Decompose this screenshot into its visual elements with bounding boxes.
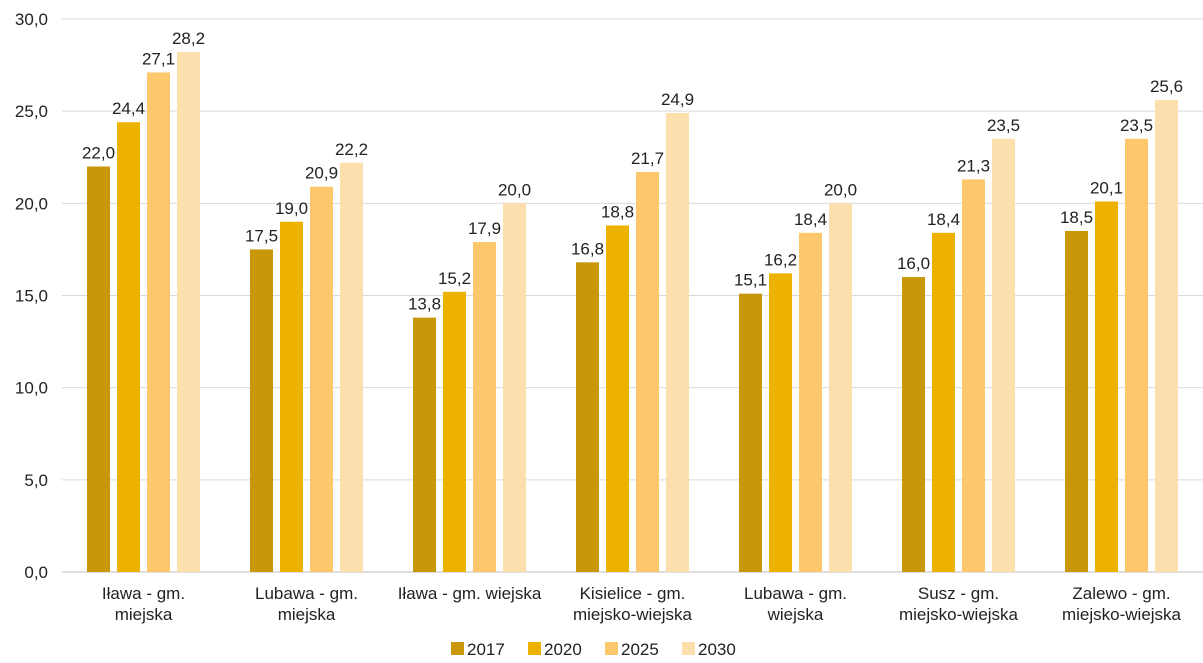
data-label: 17,9: [468, 219, 501, 238]
bar-2025: [310, 186, 333, 572]
y-tick-label: 5,0: [24, 471, 48, 490]
bar-2020: [769, 273, 792, 572]
legend-label-2017: 2017: [467, 640, 505, 659]
legend-swatch-2017: [451, 642, 464, 655]
data-label: 20,9: [305, 164, 338, 183]
bar-2020: [280, 221, 303, 572]
bar-2025: [962, 179, 985, 572]
legend-label-2030: 2030: [698, 640, 736, 659]
legend: 2017 2020 2025 2030: [451, 640, 736, 659]
data-label: 21,3: [957, 156, 990, 175]
x-category-label: Lubawa - gm. miejska: [255, 584, 358, 624]
bar-2025: [799, 232, 822, 572]
data-label: 21,7: [631, 149, 664, 168]
bar-2017: [1065, 230, 1088, 572]
bar-2025: [636, 171, 659, 572]
y-tick-label: 15,0: [15, 287, 48, 306]
data-label: 18,4: [927, 210, 960, 229]
x-category-label: Iława - gm. wiejska: [398, 584, 542, 603]
data-label: 24,9: [661, 90, 694, 109]
bar-2017: [576, 262, 599, 572]
bar-2020: [443, 291, 466, 572]
data-label: 16,2: [764, 250, 797, 269]
bar-2017: [902, 277, 925, 572]
data-label: 27,1: [142, 49, 175, 68]
data-label: 25,6: [1150, 77, 1183, 96]
bar-2030: [666, 113, 689, 572]
bar-2017: [739, 293, 762, 572]
data-label: 16,8: [571, 239, 604, 258]
x-category-label: Lubawa - gm. wiejska: [744, 584, 847, 624]
bar-2017: [413, 317, 436, 572]
data-label: 20,0: [824, 180, 857, 199]
y-tick-label: 10,0: [15, 379, 48, 398]
bar-2030: [340, 162, 363, 572]
data-label: 28,2: [172, 29, 205, 48]
legend-swatch-2025: [605, 642, 618, 655]
y-tick-label: 30,0: [15, 10, 48, 29]
bar-2020: [606, 225, 629, 572]
bar-2030: [1155, 100, 1178, 573]
legend-label-2020: 2020: [544, 640, 582, 659]
y-axis-ticks: 0,0 5,0 10,0 15,0 20,0 25,0 30,0: [15, 10, 48, 582]
y-tick-label: 25,0: [15, 102, 48, 121]
x-axis-categories: Iława - gm. miejska Lubawa - gm. miejska Iła…: [102, 584, 1182, 624]
bar-2025: [1125, 138, 1148, 573]
bar-2020: [117, 122, 140, 572]
data-label: 20,1: [1090, 178, 1123, 197]
bar-2017: [250, 249, 273, 572]
data-label: 15,2: [438, 269, 471, 288]
y-tick-label: 0,0: [24, 563, 48, 582]
x-category-label: Zalewo - gm. miejsko-wiejska: [1062, 584, 1182, 624]
bar-2020: [1095, 201, 1118, 573]
x-category-label: Iława - gm. miejska: [102, 584, 185, 624]
data-label: 20,0: [498, 180, 531, 199]
bar-2030: [503, 203, 526, 573]
bar-2020: [932, 232, 955, 572]
data-label: 22,2: [335, 140, 368, 159]
legend-label-2025: 2025: [621, 640, 659, 659]
bar-2030: [177, 52, 200, 573]
y-tick-label: 20,0: [15, 194, 48, 213]
bar-2025: [147, 72, 170, 572]
x-category-label: Kisielice - gm. miejsko-wiejska: [573, 584, 693, 624]
data-label: 23,5: [1120, 116, 1153, 135]
data-label: 16,0: [897, 254, 930, 273]
bar-2025: [473, 242, 496, 572]
bar-2030: [992, 138, 1015, 573]
data-label: 18,8: [601, 202, 634, 221]
data-label: 13,8: [408, 295, 441, 314]
data-label: 22,0: [82, 143, 115, 162]
bars: [87, 52, 1178, 573]
data-label: 18,4: [794, 210, 827, 229]
x-category-label: Susz - gm. miejsko-wiejska: [899, 584, 1019, 624]
bar-2017: [87, 166, 110, 572]
gridlines: [62, 18, 1203, 573]
data-label: 24,4: [112, 99, 145, 118]
data-labels: 22,0 24,4 27,128,2 17,5 19,0 20,9 22,2 13,8 15,2…: [82, 29, 1183, 313]
bar-2030: [829, 203, 852, 573]
data-label: 15,1: [734, 271, 767, 290]
data-label: 17,5: [245, 226, 278, 245]
legend-swatch-2030: [682, 642, 695, 655]
data-label: 23,5: [987, 116, 1020, 135]
data-label: 19,0: [275, 199, 308, 218]
data-label: 18,5: [1060, 208, 1093, 227]
legend-swatch-2020: [528, 642, 541, 655]
